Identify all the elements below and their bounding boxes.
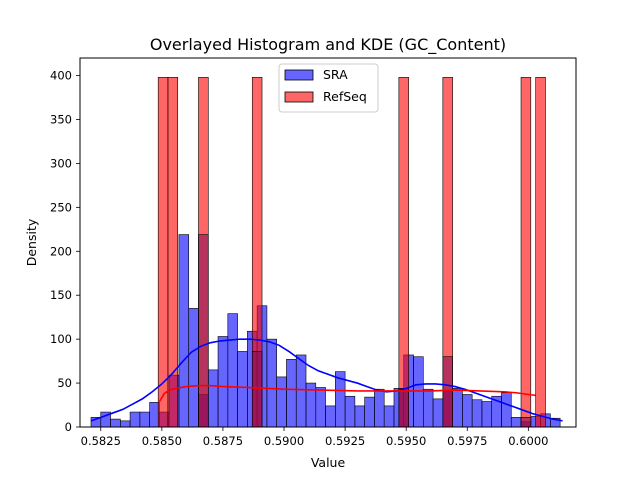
sra-bar: [315, 387, 326, 428]
sra-bar: [139, 411, 150, 428]
sra-bar: [188, 308, 199, 428]
refseq-overlap-bar: [398, 388, 409, 428]
sra-bar: [432, 398, 444, 428]
refseq-kde-line: [158, 384, 536, 402]
sra-bar: [374, 388, 385, 428]
sra-bar: [354, 405, 365, 428]
x-tick-label: 0.5900: [264, 434, 304, 448]
x-tick-label: 0.5850: [142, 434, 182, 448]
y-tick-label: 150: [50, 288, 72, 302]
refseq-bar: [398, 77, 409, 428]
refseq-bar-group: [157, 77, 546, 428]
sra-bar: [207, 369, 219, 428]
sra-bar: [452, 388, 463, 428]
sra-bar: [266, 338, 277, 428]
sra-bar: [501, 392, 512, 428]
refseq-overlap-bar: [520, 417, 532, 428]
refseq-overlap-bar: [198, 234, 209, 428]
sra-bar: [129, 411, 141, 428]
plot-frame: [79, 57, 577, 428]
legend-label-refseq: RefSeq: [323, 89, 367, 104]
sra-bar: [120, 420, 131, 428]
sra-bar: [344, 395, 356, 428]
x-tick-label: 0.5975: [447, 434, 487, 448]
sra-bar: [286, 359, 297, 428]
sra-bar: [110, 418, 121, 428]
legend-swatch-sra: [284, 69, 314, 81]
sra-bar: [462, 394, 473, 428]
refseq-bar: [535, 77, 546, 428]
y-tick-label: 250: [50, 200, 72, 214]
legend: SRA RefSeq: [278, 63, 379, 113]
sra-bar: [237, 351, 248, 428]
y-tick-label: 50: [57, 376, 72, 390]
legend-swatch-refseq: [284, 91, 314, 103]
refseq-bar: [167, 77, 179, 428]
refseq-overlap-bar: [442, 356, 453, 428]
sra-bar: [413, 356, 424, 428]
sra-bar: [471, 399, 483, 428]
y-tick-label: 300: [50, 156, 72, 170]
x-axis: 0.5825 0.5850 0.5875 0.5900 0.5925 0.5950 0.59…: [81, 427, 548, 448]
x-tick-label: 0.6000: [508, 434, 548, 448]
plot-area: [90, 77, 563, 428]
refseq-bar: [157, 77, 169, 428]
y-axis: 0 50 100 150 200 250 300 350 400: [50, 69, 80, 434]
x-tick-label: 0.5875: [203, 434, 243, 448]
x-tick-label: 0.5950: [386, 434, 426, 448]
y-tick-label: 0: [65, 420, 72, 434]
x-tick-label: 0.5825: [81, 434, 121, 448]
sra-bar: [364, 396, 375, 428]
chart-title: Overlayed Histogram and KDE (GC_Content): [150, 35, 506, 55]
sra-bar: [276, 376, 287, 428]
sra-bar: [481, 401, 493, 428]
x-axis-label: Value: [311, 455, 346, 470]
sra-bar: [227, 313, 238, 428]
sra-bar: [295, 354, 307, 428]
sra-kde-line: [90, 338, 563, 422]
y-tick-label: 100: [50, 332, 72, 346]
y-tick-label: 200: [50, 244, 72, 258]
sra-bar: [383, 405, 395, 428]
legend-label-sra: SRA: [323, 67, 348, 82]
sra-bar: [510, 417, 522, 428]
sra-bar: [178, 234, 190, 428]
sra-bar: [422, 388, 434, 428]
sra-bar: [217, 336, 229, 428]
kde-line-group: [90, 338, 563, 422]
y-tick-label: 400: [50, 69, 72, 83]
y-tick-label: 350: [50, 113, 72, 127]
x-tick-label: 0.5925: [325, 434, 365, 448]
refseq-overlap-bar: [251, 351, 263, 428]
refseq-bar: [520, 77, 532, 428]
y-axis-label: Density: [24, 218, 39, 266]
sra-bar: [325, 405, 336, 428]
